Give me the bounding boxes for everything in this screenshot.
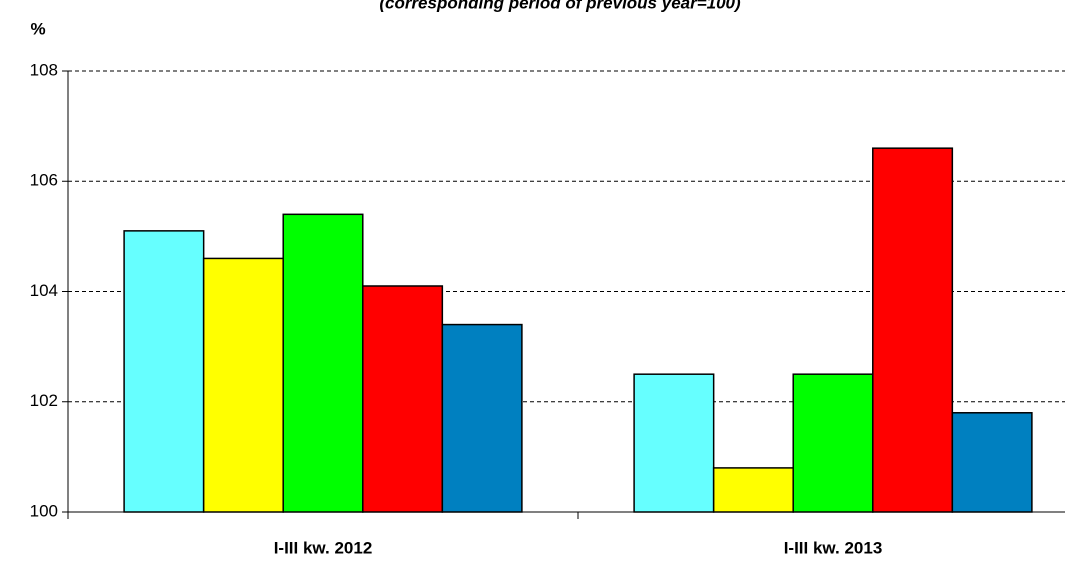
bar xyxy=(362,285,444,513)
y-tick-label: 104 xyxy=(30,281,58,300)
y-axis-label: % xyxy=(30,19,45,38)
bar xyxy=(123,230,205,513)
y-tick-label: 108 xyxy=(30,60,58,79)
bar xyxy=(202,257,284,513)
y-tick-label: 106 xyxy=(30,171,58,190)
bar xyxy=(282,213,364,513)
bar xyxy=(633,373,715,513)
bar xyxy=(951,412,1033,513)
x-tick-label: I-III kw. 2012 xyxy=(274,538,373,557)
bar xyxy=(712,467,794,513)
chart-subtitle: (corresponding period of previous year=1… xyxy=(379,0,741,12)
bar xyxy=(872,147,954,513)
bar xyxy=(441,323,523,513)
y-tick-label: 102 xyxy=(30,391,58,410)
x-tick-label: I-III kw. 2013 xyxy=(784,538,883,557)
bar xyxy=(792,373,874,513)
y-tick-label: 100 xyxy=(30,501,58,520)
